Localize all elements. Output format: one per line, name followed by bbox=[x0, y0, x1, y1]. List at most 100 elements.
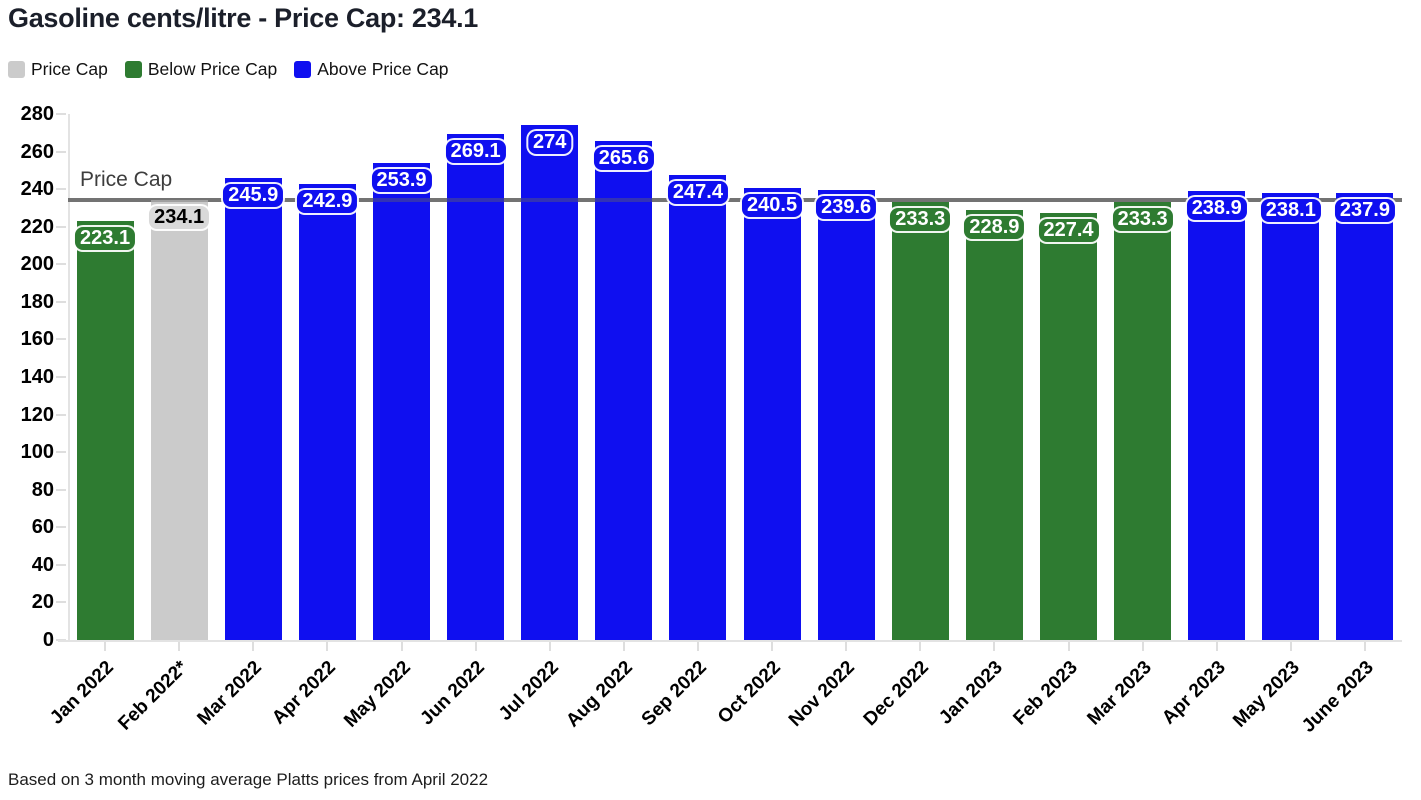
bar-dec-2022[interactable] bbox=[891, 201, 949, 640]
y-axis-tick-mark bbox=[56, 413, 66, 416]
x-axis-tick-mark bbox=[919, 642, 922, 651]
x-axis-tick-mark bbox=[1067, 642, 1070, 651]
y-axis-tick-label: 100 bbox=[20, 441, 54, 464]
x-axis-label: Aug 2022 bbox=[562, 657, 637, 732]
x-axis-tick-mark bbox=[622, 642, 625, 651]
x-axis-tick-mark bbox=[1363, 642, 1366, 651]
x-axis-label: June 2023 bbox=[1297, 657, 1378, 737]
bar-feb-2023[interactable] bbox=[1040, 212, 1097, 640]
x-axis-tick-mark bbox=[993, 642, 996, 651]
legend-swatch-below-price-cap bbox=[124, 61, 142, 78]
x-axis-label: Nov 2022 bbox=[785, 657, 860, 731]
x-axis-tick-mark bbox=[1215, 642, 1218, 651]
legend-label-price-cap: Price Cap bbox=[31, 59, 108, 79]
bar-jan-2023[interactable] bbox=[965, 209, 1023, 640]
x-axis-tick-mark bbox=[1289, 642, 1292, 651]
x-axis-label: Dec 2022 bbox=[859, 657, 934, 731]
x-axis-label: Sep 2022 bbox=[637, 657, 711, 731]
bar-value-label: 238.1 bbox=[1260, 198, 1321, 222]
x-axis-label: Jul 2022 bbox=[494, 657, 563, 725]
y-axis-tick-mark bbox=[56, 601, 66, 604]
x-axis-label: Mar 2022 bbox=[193, 657, 267, 730]
legend-item-below-price-cap[interactable]: Below Price Cap bbox=[124, 59, 278, 80]
y-axis-tick-mark bbox=[56, 188, 66, 191]
bar-may-2023[interactable] bbox=[1262, 192, 1320, 640]
bar-value-label: 223.1 bbox=[75, 226, 136, 250]
bar-value-label: 233.3 bbox=[1112, 207, 1173, 231]
bar-may-2022[interactable] bbox=[373, 163, 430, 640]
y-axis-tick-mark bbox=[56, 563, 66, 566]
y-axis-tick-mark bbox=[56, 376, 66, 378]
y-axis-tick-mark bbox=[56, 488, 66, 491]
bar-jun-2022[interactable] bbox=[447, 134, 505, 640]
x-axis-tick-mark bbox=[474, 642, 477, 651]
x-axis-tick-mark bbox=[548, 642, 551, 651]
bar-sep-2022[interactable] bbox=[669, 175, 727, 640]
x-axis-tick-mark bbox=[771, 642, 774, 651]
y-axis-tick-mark bbox=[56, 113, 66, 115]
bar-aug-2022[interactable] bbox=[595, 141, 653, 640]
y-axis-tick-label: 180 bbox=[20, 290, 54, 313]
x-axis-label: May 2022 bbox=[339, 657, 415, 732]
legend-label-above-price-cap: Above Price Cap bbox=[317, 59, 449, 79]
x-axis-label: Jan 2023 bbox=[935, 657, 1008, 729]
bar-nov-2022[interactable] bbox=[817, 189, 875, 640]
x-axis-tick-mark bbox=[178, 642, 181, 651]
x-axis-label: May 2023 bbox=[1229, 657, 1304, 732]
y-axis-line bbox=[68, 114, 70, 640]
price-cap-line-overlay bbox=[68, 198, 1402, 203]
bar-oct-2022[interactable] bbox=[743, 188, 801, 640]
bar-jul-2022[interactable] bbox=[521, 125, 579, 640]
x-axis-label: Apr 2023 bbox=[1157, 657, 1230, 729]
bar-value-label: 247.4 bbox=[667, 181, 728, 205]
x-axis-label: Mar 2023 bbox=[1083, 657, 1156, 730]
bar-mar-2023[interactable] bbox=[1114, 201, 1172, 640]
x-axis-tick-mark bbox=[696, 642, 699, 651]
y-axis-tick-mark bbox=[56, 263, 66, 266]
y-axis-tick-label: 240 bbox=[20, 178, 54, 201]
bar-value-label: 233.3 bbox=[890, 207, 951, 231]
y-axis-tick-label: 220 bbox=[20, 215, 54, 238]
bar-apr-2023[interactable] bbox=[1188, 191, 1246, 640]
bar-value-label: 265.6 bbox=[593, 147, 654, 171]
bar-value-label: 242.9 bbox=[297, 189, 358, 213]
chart-title: Gasoline cents/litre - Price Cap: 234.1 bbox=[8, 3, 479, 33]
legend-swatch-price-cap bbox=[8, 61, 25, 78]
price-cap-line bbox=[68, 198, 1402, 203]
y-axis-tick-label: 280 bbox=[20, 103, 54, 125]
legend-label-below-price-cap: Below Price Cap bbox=[147, 59, 278, 79]
bar-value-label: 240.5 bbox=[742, 194, 803, 218]
legend: Price Cap Below Price Cap Above Price Ca… bbox=[8, 59, 449, 80]
y-axis-tick-label: 200 bbox=[20, 253, 54, 276]
y-axis-tick-mark bbox=[56, 338, 66, 341]
x-axis-tick-mark bbox=[326, 642, 329, 651]
x-axis-tick-mark bbox=[252, 642, 255, 651]
x-axis-tick-mark bbox=[400, 642, 403, 651]
bar-value-label: 227.4 bbox=[1038, 218, 1099, 242]
x-axis-label: Apr 2022 bbox=[268, 657, 341, 729]
x-axis-tick-mark bbox=[845, 642, 848, 651]
legend-item-price-cap[interactable]: Price Cap bbox=[8, 59, 108, 80]
x-axis-label: Jan 2022 bbox=[46, 657, 118, 729]
bar-value-label: 234.1 bbox=[149, 206, 210, 230]
x-axis-label: Oct 2022 bbox=[714, 657, 785, 728]
bar-value-label: 245.9 bbox=[223, 184, 284, 208]
y-axis-tick-mark bbox=[56, 451, 66, 454]
y-axis-tick-label: 140 bbox=[20, 366, 54, 388]
y-axis-tick-mark bbox=[56, 150, 66, 153]
y-axis-tick-label: 40 bbox=[31, 553, 54, 576]
x-axis-tick-mark bbox=[104, 642, 107, 651]
footnote: Based on 3 month moving average Platts p… bbox=[8, 770, 489, 789]
legend-item-above-price-cap[interactable]: Above Price Cap bbox=[294, 59, 449, 80]
bar-jan-2022[interactable] bbox=[76, 220, 134, 640]
bar-apr-2022[interactable] bbox=[298, 183, 356, 640]
legend-swatch-above-price-cap bbox=[294, 61, 312, 78]
y-axis-tick-label: 80 bbox=[31, 478, 54, 501]
bar-mar-2022[interactable] bbox=[224, 178, 282, 640]
bar-feb-2022-[interactable] bbox=[150, 200, 208, 640]
bar-june-2023[interactable] bbox=[1336, 193, 1394, 640]
x-axis-label: Feb 2023 bbox=[1008, 657, 1082, 730]
y-axis-tick-label: 160 bbox=[20, 328, 54, 351]
bar-value-label: 269.1 bbox=[445, 140, 506, 164]
y-axis-tick-mark bbox=[56, 300, 66, 303]
